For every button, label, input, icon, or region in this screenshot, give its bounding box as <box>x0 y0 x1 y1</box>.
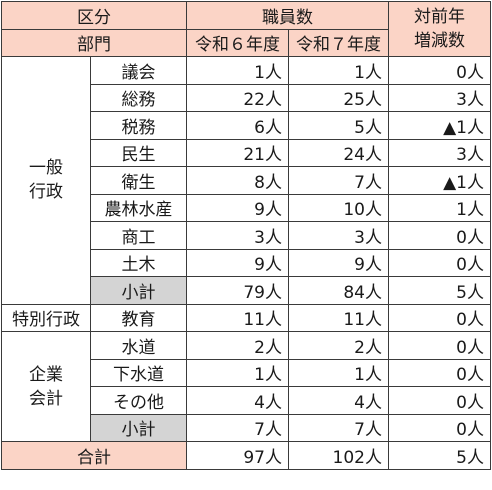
r6-cell: 2人 <box>186 331 289 360</box>
group-enterprise-line2: 会計 <box>29 388 63 409</box>
table-row: 特別行政 教育 11人 11人 0人 <box>1 303 491 332</box>
dept-cell: 水道 <box>90 331 187 360</box>
group-general-line2: 行政 <box>29 182 63 203</box>
header-change: 対前年 増減数 <box>388 1 491 57</box>
r7-cell: 5人 <box>288 111 389 140</box>
r7-cell: 84人 <box>288 276 389 305</box>
diff-cell: ▲1人 <box>388 111 491 140</box>
header-kubun: 区分 <box>1 1 187 30</box>
table-row: 商工 3人 3人 0人 <box>2 221 491 250</box>
subtotal-label: 小計 <box>90 413 187 442</box>
header-r6: 令和６年度 <box>186 28 289 57</box>
diff-cell: 3人 <box>388 138 491 167</box>
dept-cell: 議会 <box>90 56 187 85</box>
table-row: 一般 行政 議会 1人 1人 0人 <box>1 56 491 305</box>
diff-cell: 1人 <box>388 193 491 222</box>
diff-cell: 5人 <box>388 276 491 305</box>
total-r7: 102人 <box>288 441 389 470</box>
r7-cell: 3人 <box>288 221 389 250</box>
subtotal-label: 小計 <box>90 276 187 305</box>
table-row: 総務 22人 25人 3人 <box>2 83 491 112</box>
total-label: 合計 <box>1 441 187 470</box>
header-change-line2: 増減数 <box>414 31 465 51</box>
diff-cell: 0人 <box>388 248 491 277</box>
r7-cell: 1人 <box>288 56 389 85</box>
dept-cell: 教育 <box>90 303 187 332</box>
dept-cell: 民生 <box>90 138 187 167</box>
header-row-1: 区分 職員数 対前年 増減数 <box>1 1 491 57</box>
diff-cell: 3人 <box>388 83 491 112</box>
r7-cell: 7人 <box>288 413 389 442</box>
r6-cell: 79人 <box>186 276 289 305</box>
table-row: 下水道 1人 1人 0人 <box>2 358 491 387</box>
total-r6: 97人 <box>186 441 289 470</box>
dept-cell: その他 <box>90 386 187 415</box>
r6-cell: 9人 <box>186 248 289 277</box>
header-department: 部門 <box>1 28 187 57</box>
r7-cell: 24人 <box>288 138 389 167</box>
diff-cell: 0人 <box>388 303 491 332</box>
group-enterprise-accounting: 企業 会計 <box>1 331 91 442</box>
header-change-line1: 対前年 <box>414 7 465 27</box>
r7-cell: 11人 <box>288 303 389 332</box>
diff-cell: 0人 <box>388 386 491 415</box>
header-r7: 令和７年度 <box>288 28 389 57</box>
table-row: 衛生 8人 7人 ▲1人 <box>2 166 491 195</box>
r6-cell: 4人 <box>186 386 289 415</box>
total-row: 合計 97人 102人 5人 <box>1 441 491 470</box>
diff-cell: 0人 <box>388 358 491 387</box>
r7-cell: 10人 <box>288 193 389 222</box>
r7-cell: 25人 <box>288 83 389 112</box>
r7-cell: 4人 <box>288 386 389 415</box>
table-row: 税務 6人 5人 ▲1人 <box>2 111 491 140</box>
r7-cell: 2人 <box>288 331 389 360</box>
group-special-admin: 特別行政 <box>1 303 91 332</box>
diff-cell: 0人 <box>388 331 491 360</box>
dept-cell: 下水道 <box>90 358 187 387</box>
dept-cell: 農林水産 <box>90 193 187 222</box>
table-row: その他 4人 4人 0人 <box>2 386 491 415</box>
dept-cell: 土木 <box>90 248 187 277</box>
dept-cell: 税務 <box>90 111 187 140</box>
r6-cell: 1人 <box>186 56 289 85</box>
r6-cell: 1人 <box>186 358 289 387</box>
header-staff-count: 職員数 <box>186 1 389 30</box>
r7-cell: 7人 <box>288 166 389 195</box>
diff-cell: ▲1人 <box>388 166 491 195</box>
dept-cell: 総務 <box>90 83 187 112</box>
table-row: 農林水産 9人 10人 1人 <box>2 193 491 222</box>
r6-cell: 6人 <box>186 111 289 140</box>
table-row: 民生 21人 24人 3人 <box>2 138 491 167</box>
dept-cell: 商工 <box>90 221 187 250</box>
r7-cell: 1人 <box>288 358 389 387</box>
r6-cell: 11人 <box>186 303 289 332</box>
staff-count-table: 区分 職員数 対前年 増減数 部門 令和６年度 令和７年度 一般 行政 議会 1… <box>1 1 491 470</box>
r6-cell: 8人 <box>186 166 289 195</box>
dept-cell: 衛生 <box>90 166 187 195</box>
table-row: 企業 会計 水道 2人 2人 0人 <box>1 331 491 442</box>
r6-cell: 3人 <box>186 221 289 250</box>
r6-cell: 21人 <box>186 138 289 167</box>
group-general-line1: 一般 <box>29 158 63 179</box>
group-general-admin: 一般 行政 <box>1 56 91 305</box>
r6-cell: 22人 <box>186 83 289 112</box>
diff-cell: 0人 <box>388 56 491 85</box>
r6-cell: 7人 <box>186 413 289 442</box>
diff-cell: 0人 <box>388 221 491 250</box>
diff-cell: 0人 <box>388 413 491 442</box>
total-diff: 5人 <box>388 441 491 470</box>
r7-cell: 9人 <box>288 248 389 277</box>
r6-cell: 9人 <box>186 193 289 222</box>
header-row-2: 部門 令和６年度 令和７年度 <box>1 28 491 57</box>
group-enterprise-line1: 企業 <box>29 364 63 385</box>
